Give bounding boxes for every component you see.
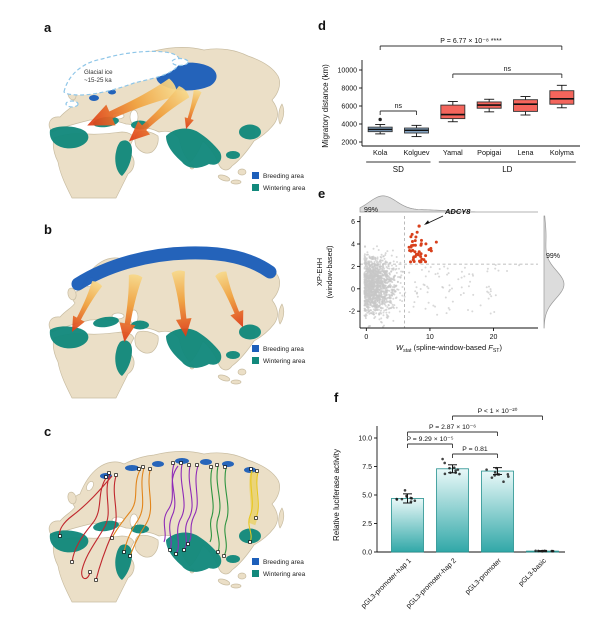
svg-text:0: 0 [351, 286, 355, 293]
tracks-yellow [248, 469, 259, 543]
panel-a-map: Glacial ice ~15-25 ka Breeding area Wint… [48, 47, 306, 199]
svg-text:4: 4 [351, 242, 355, 249]
svg-text:Lena: Lena [518, 148, 534, 157]
glacial-label-line2: ~15-25 ka [84, 77, 112, 84]
svg-text:7.5: 7.5 [362, 464, 372, 471]
svg-text:5.0: 5.0 [362, 493, 372, 500]
migratory-distance-boxplot: 2000 4000 6000 8000 10000 Kola Kolguev Yamal Pop… [321, 38, 580, 174]
svg-text:Relative luciferase activity: Relative luciferase activity [332, 449, 341, 541]
svg-text:XP-EHH: XP-EHH [315, 258, 324, 286]
panel-d-letter: d [318, 18, 326, 33]
svg-text:pGL3-promoter: pGL3-promoter [464, 557, 503, 596]
panel-a-letter: a [44, 20, 52, 35]
svg-text:Wstat (spline-window-based FST: Wstat (spline-window-based FST) [396, 343, 502, 354]
wintering-legend-label: Wintering area [263, 358, 306, 365]
wintering-legend-swatch [252, 357, 259, 364]
svg-text:6: 6 [351, 219, 355, 226]
panel-b-map: Breeding area Wintering area [48, 246, 306, 399]
svg-text:(window-based): (window-based) [325, 245, 334, 298]
breeding-legend-label: Breeding area [263, 559, 304, 566]
svg-text:Kola: Kola [373, 148, 387, 157]
svg-text:Kolyma: Kolyma [550, 148, 574, 157]
svg-text:-2: -2 [349, 309, 355, 316]
svg-text:P = 0.81: P = 0.81 [462, 446, 488, 453]
svg-text:P = 6.77 × 10⁻⁸ ****: P = 6.77 × 10⁻⁸ **** [440, 38, 502, 45]
svg-text:ADCY8: ADCY8 [444, 207, 471, 216]
breeding-legend-label: Breeding area [263, 346, 304, 353]
svg-text:P < 1 × 10⁻²⁰: P < 1 × 10⁻²⁰ [478, 407, 518, 415]
panel-e-letter: e [318, 186, 326, 201]
glacial-ice [63, 50, 189, 108]
breeding-area-b [71, 246, 277, 291]
svg-text:P = 2.87 × 10⁻⁶: P = 2.87 × 10⁻⁶ [429, 424, 476, 431]
selection-scan-scatterplot: -2 0 2 4 6 0 10 20 XP-EHH (window-based) Wstat (sp… [315, 195, 565, 354]
breeding-area-c [100, 458, 256, 479]
tracks-orange [111, 467, 152, 557]
svg-text:Popigai: Popigai [477, 148, 501, 157]
svg-text:0.0: 0.0 [362, 550, 372, 557]
tracks-red [59, 473, 117, 581]
breeding-legend-swatch [252, 558, 259, 565]
svg-text:2: 2 [351, 264, 355, 271]
glacial-label-line1: Glacial ice [84, 69, 113, 76]
tracks-green [209, 465, 229, 557]
svg-text:99%: 99% [546, 253, 560, 260]
svg-text:6000: 6000 [341, 104, 357, 111]
deployment-site-markers [58, 461, 259, 582]
svg-text:10.0: 10.0 [358, 436, 372, 443]
svg-text:20: 20 [490, 334, 498, 341]
svg-text:pGL3-promoter-hap 1: pGL3-promoter-hap 1 [360, 557, 413, 610]
breeding-legend-label: Breeding area [263, 173, 304, 180]
panel-b-letter: b [44, 222, 52, 237]
panel-c-letter: c [44, 424, 52, 439]
map-legend-c: Breeding area Wintering area [252, 558, 306, 578]
panel-f-letter: f [334, 390, 339, 405]
svg-text:pGL3-promoter-hap 2: pGL3-promoter-hap 2 [405, 557, 458, 610]
panel-c-map: Breeding area Wintering area [48, 451, 306, 603]
svg-text:0: 0 [364, 334, 368, 341]
svg-text:10000: 10000 [338, 68, 358, 75]
svg-text:Kolguev: Kolguev [404, 148, 430, 157]
map-legend-a: Breeding area Wintering area [252, 172, 306, 192]
svg-text:2.5: 2.5 [362, 521, 372, 528]
wintering-legend-label: Wintering area [263, 571, 306, 578]
svg-text:pGL3-basic: pGL3-basic [518, 557, 549, 588]
svg-text:99%: 99% [364, 207, 378, 214]
svg-text:2000: 2000 [341, 140, 357, 147]
svg-text:LD: LD [502, 165, 512, 174]
svg-text:Yamal: Yamal [443, 148, 463, 157]
wintering-legend-swatch [252, 184, 259, 191]
map-legend-b: Breeding area Wintering area [252, 345, 306, 365]
breeding-legend-swatch [252, 172, 259, 179]
svg-text:ns: ns [395, 103, 403, 110]
svg-text:ns: ns [504, 66, 512, 73]
breeding-legend-swatch [252, 345, 259, 352]
svg-text:4000: 4000 [341, 122, 357, 129]
svg-text:P = 9.29 × 10⁻⁵: P = 9.29 × 10⁻⁵ [406, 436, 453, 443]
wintering-legend-swatch [252, 570, 259, 577]
svg-text:10: 10 [426, 334, 434, 341]
svg-text:Migratory distance (km): Migratory distance (km) [321, 64, 330, 148]
svg-text:SD: SD [393, 165, 404, 174]
wintering-legend-label: Wintering area [263, 185, 306, 192]
svg-text:8000: 8000 [341, 86, 357, 93]
